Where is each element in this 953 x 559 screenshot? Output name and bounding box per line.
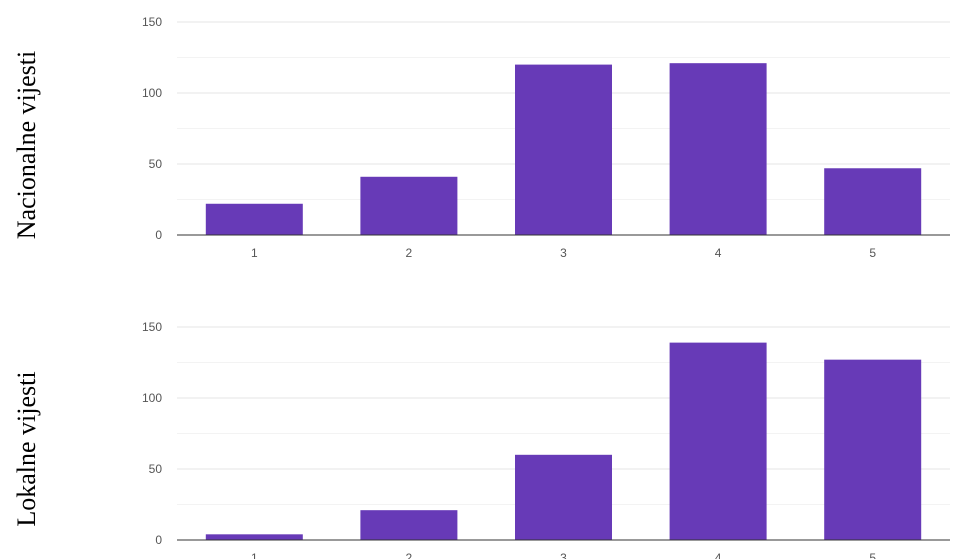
bar[interactable]	[515, 454, 612, 540]
y-tick-label: 100	[142, 391, 162, 405]
bar[interactable]	[360, 176, 458, 235]
x-tick-label: 2	[406, 246, 413, 260]
y-tick-label: 50	[149, 462, 163, 476]
x-tick-label: 4	[715, 246, 722, 260]
bar[interactable]	[205, 203, 303, 235]
chart-nacionalne: 150 100 50 0 1 2 3 4 5	[142, 15, 950, 260]
bar[interactable]	[515, 64, 612, 235]
x-tick-label: 1	[251, 551, 258, 559]
bar[interactable]	[669, 63, 767, 236]
y-tick-label: 0	[155, 228, 162, 242]
bar[interactable]	[669, 342, 767, 540]
y-tick-label: 0	[155, 533, 162, 547]
bar[interactable]	[360, 510, 458, 540]
x-tick-label: 3	[560, 551, 567, 559]
y-tick-label: 150	[142, 15, 162, 29]
y-tick-label: 100	[142, 86, 162, 100]
chart-lokalne: 150 100 50 0 1 2 3 4 5	[142, 320, 950, 559]
x-tick-label: 5	[869, 551, 876, 559]
bar[interactable]	[205, 534, 303, 540]
x-tick-label: 5	[869, 246, 876, 260]
bar[interactable]	[824, 168, 922, 235]
y-tick-label: 150	[142, 320, 162, 334]
x-tick-label: 1	[251, 246, 258, 260]
x-tick-label: 3	[560, 246, 567, 260]
x-tick-label: 4	[715, 551, 722, 559]
bar[interactable]	[824, 359, 922, 540]
x-tick-label: 2	[406, 551, 413, 559]
y-tick-label: 50	[149, 157, 163, 171]
